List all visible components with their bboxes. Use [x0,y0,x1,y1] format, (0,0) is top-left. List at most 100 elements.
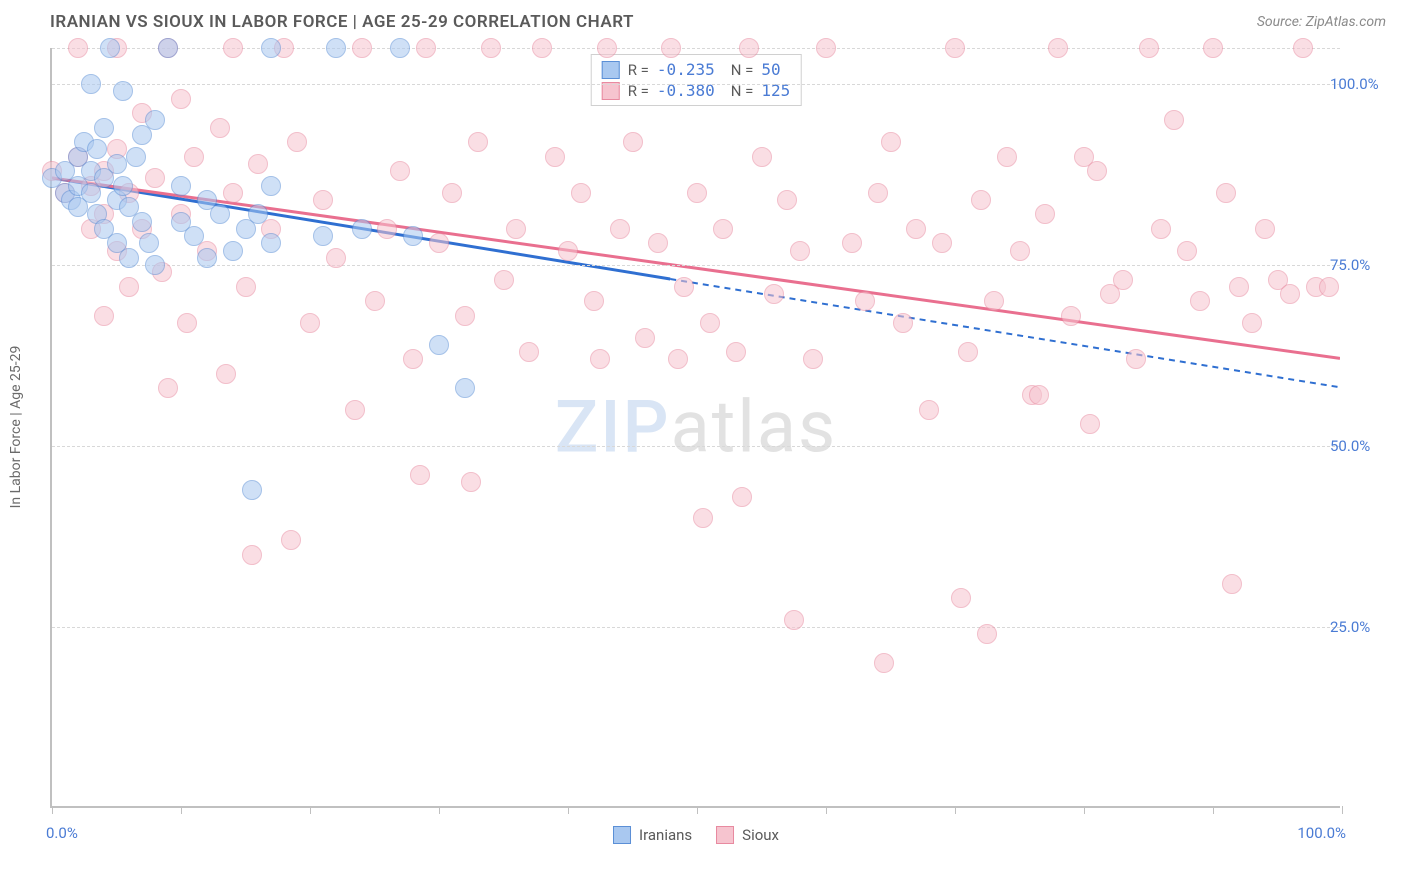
data-point [352,38,372,58]
data-point [184,226,204,246]
data-point [197,248,217,268]
data-point [1010,241,1030,261]
data-point [119,248,139,268]
data-point [597,38,617,58]
data-point [700,313,720,333]
data-point [752,147,772,167]
y-axis-title: In Labor Force | Age 25-29 [8,346,24,509]
data-point [94,306,114,326]
data-point [881,132,901,152]
data-point [326,38,346,58]
data-point [223,38,243,58]
data-point [403,226,423,246]
data-point [816,38,836,58]
data-point [919,400,939,420]
legend-item: Sioux [716,826,779,844]
x-tick [439,806,440,814]
data-point [107,154,127,174]
data-point [1029,385,1049,405]
data-point [945,38,965,58]
data-point [236,277,256,297]
data-point [874,653,894,673]
data-point [468,132,488,152]
y-tick-label: 50.0% [1330,437,1390,455]
data-point [87,139,107,159]
data-point [693,508,713,528]
legend-label: Sioux [742,826,779,844]
data-point [377,219,397,239]
watermark-part1: ZIP [555,385,671,470]
series-legend: IraniansSioux [613,826,779,844]
data-point [803,349,823,369]
data-point [1080,414,1100,434]
data-point [1139,38,1159,58]
legend-swatch [613,826,631,844]
data-point [790,241,810,261]
data-point [210,118,230,138]
data-point [281,530,301,550]
data-point [777,190,797,210]
data-point [726,342,746,362]
data-point [113,176,133,196]
x-tick [1213,806,1214,814]
data-point [855,291,875,311]
data-point [481,38,501,58]
stat-n-label: N = [731,61,754,79]
data-point [687,183,707,203]
data-point [1229,277,1249,297]
data-point [113,81,133,101]
stats-row: R =-0.235N =50 [602,59,791,80]
data-point [1164,110,1184,130]
data-point [158,378,178,398]
data-point [261,176,281,196]
data-point [429,233,449,253]
data-point [100,38,120,58]
data-point [506,219,526,239]
x-tick [1084,806,1085,814]
data-point [171,176,191,196]
x-tick [181,806,182,814]
data-point [958,342,978,362]
data-point [545,147,565,167]
data-point [287,132,307,152]
data-point [494,270,514,290]
data-point [732,487,752,507]
trend-line [52,178,1340,358]
data-point [145,110,165,130]
data-point [842,233,862,253]
y-tick-label: 25.0% [1330,618,1390,636]
data-point [177,313,197,333]
data-point [661,38,681,58]
data-point [1293,38,1313,58]
data-point [461,472,481,492]
data-point [242,545,262,565]
x-tick [697,806,698,814]
data-point [610,219,630,239]
data-point [868,183,888,203]
x-axis-max-label: 100.0% [1297,824,1346,842]
data-point [455,378,475,398]
data-point [403,349,423,369]
y-tick-label: 100.0% [1330,75,1390,93]
data-point [223,241,243,261]
data-point [590,349,610,369]
data-point [764,284,784,304]
data-point [623,132,643,152]
data-point [906,219,926,239]
data-point [1177,241,1197,261]
stats-row: R =-0.380N =125 [602,80,791,101]
chart-title: IRANIAN VS SIOUX IN LABOR FORCE | AGE 25… [50,12,634,32]
data-point [1061,306,1081,326]
data-point [1048,38,1068,58]
data-point [532,38,552,58]
gridline-horizontal [52,265,1340,266]
x-tick [52,806,53,814]
data-point [571,183,591,203]
data-point [242,480,262,500]
data-point [648,233,668,253]
data-point [442,183,462,203]
data-point [519,342,539,362]
data-point [1035,204,1055,224]
data-point [635,328,655,348]
data-point [223,183,243,203]
